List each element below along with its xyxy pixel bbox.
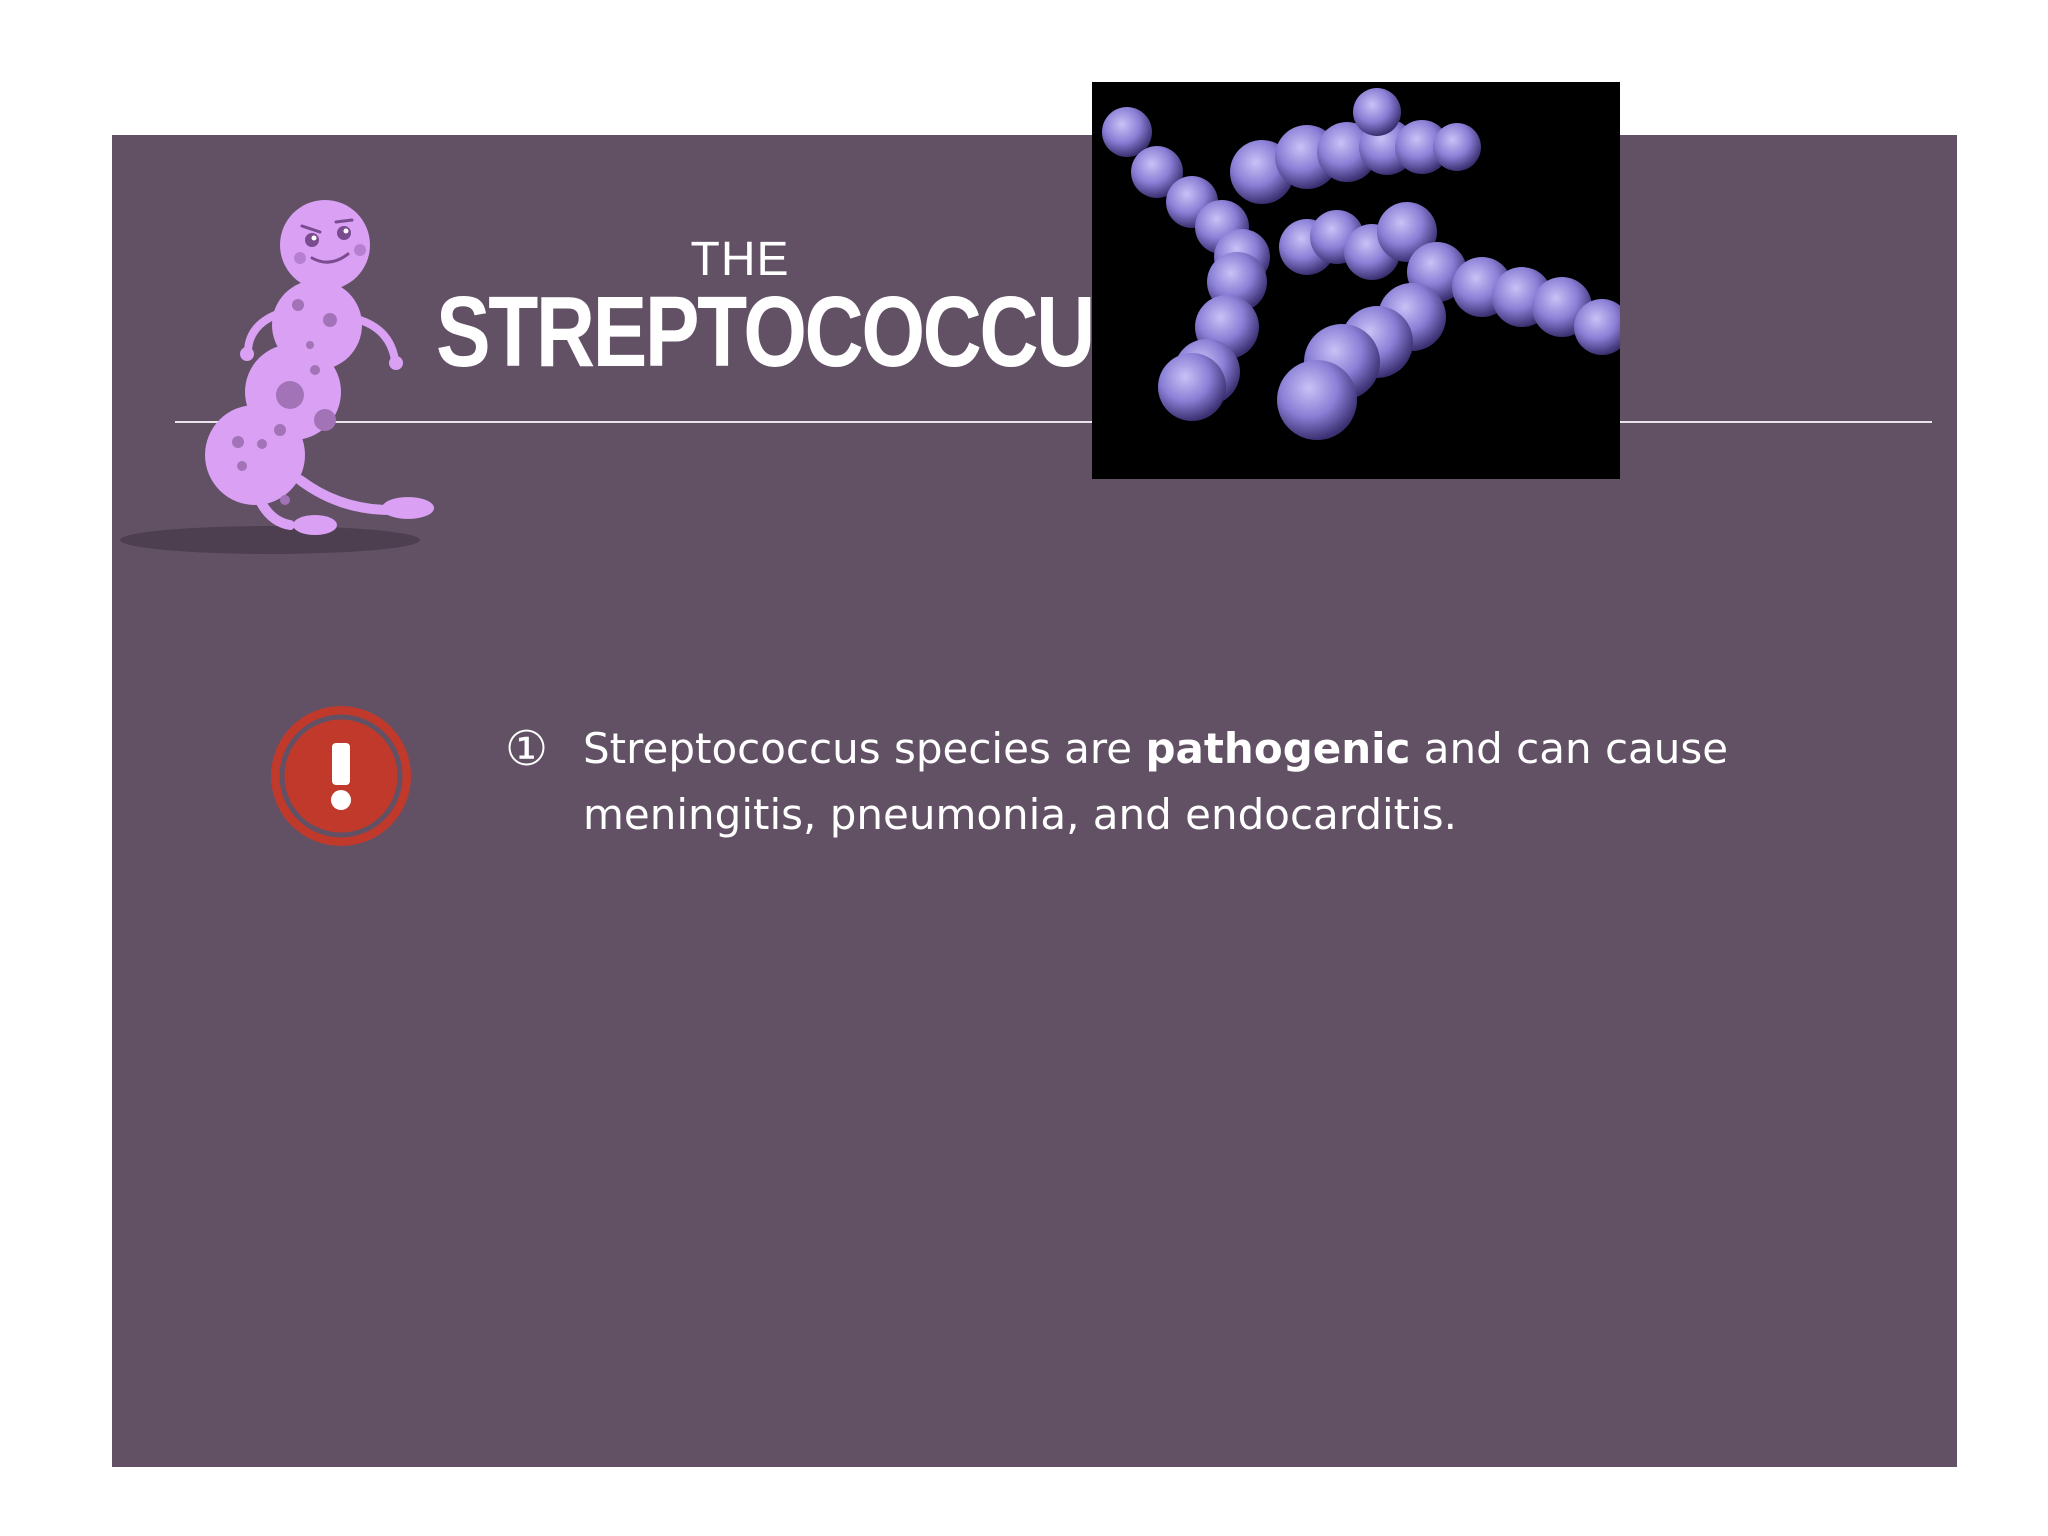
bullet-marker: ①	[505, 721, 549, 777]
title-prefix: THE	[690, 233, 790, 286]
bullet-text: Streptococcus species are pathogenic and…	[583, 716, 1783, 848]
slide-panel	[112, 135, 1957, 1467]
bullet-text-bold: pathogenic	[1145, 724, 1411, 773]
slide-title: STREPTOCOCCUS	[436, 276, 1148, 388]
bullet-text-end: and can cause meningitis, pneumonia, and…	[583, 724, 1729, 839]
streptococcus-photo	[1092, 82, 1620, 479]
bacteria-mascot-icon	[120, 200, 434, 554]
title-divider	[175, 421, 1932, 423]
exclamation-circle-icon	[271, 706, 411, 846]
bullet-text-start: Streptococcus species are	[583, 724, 1146, 773]
